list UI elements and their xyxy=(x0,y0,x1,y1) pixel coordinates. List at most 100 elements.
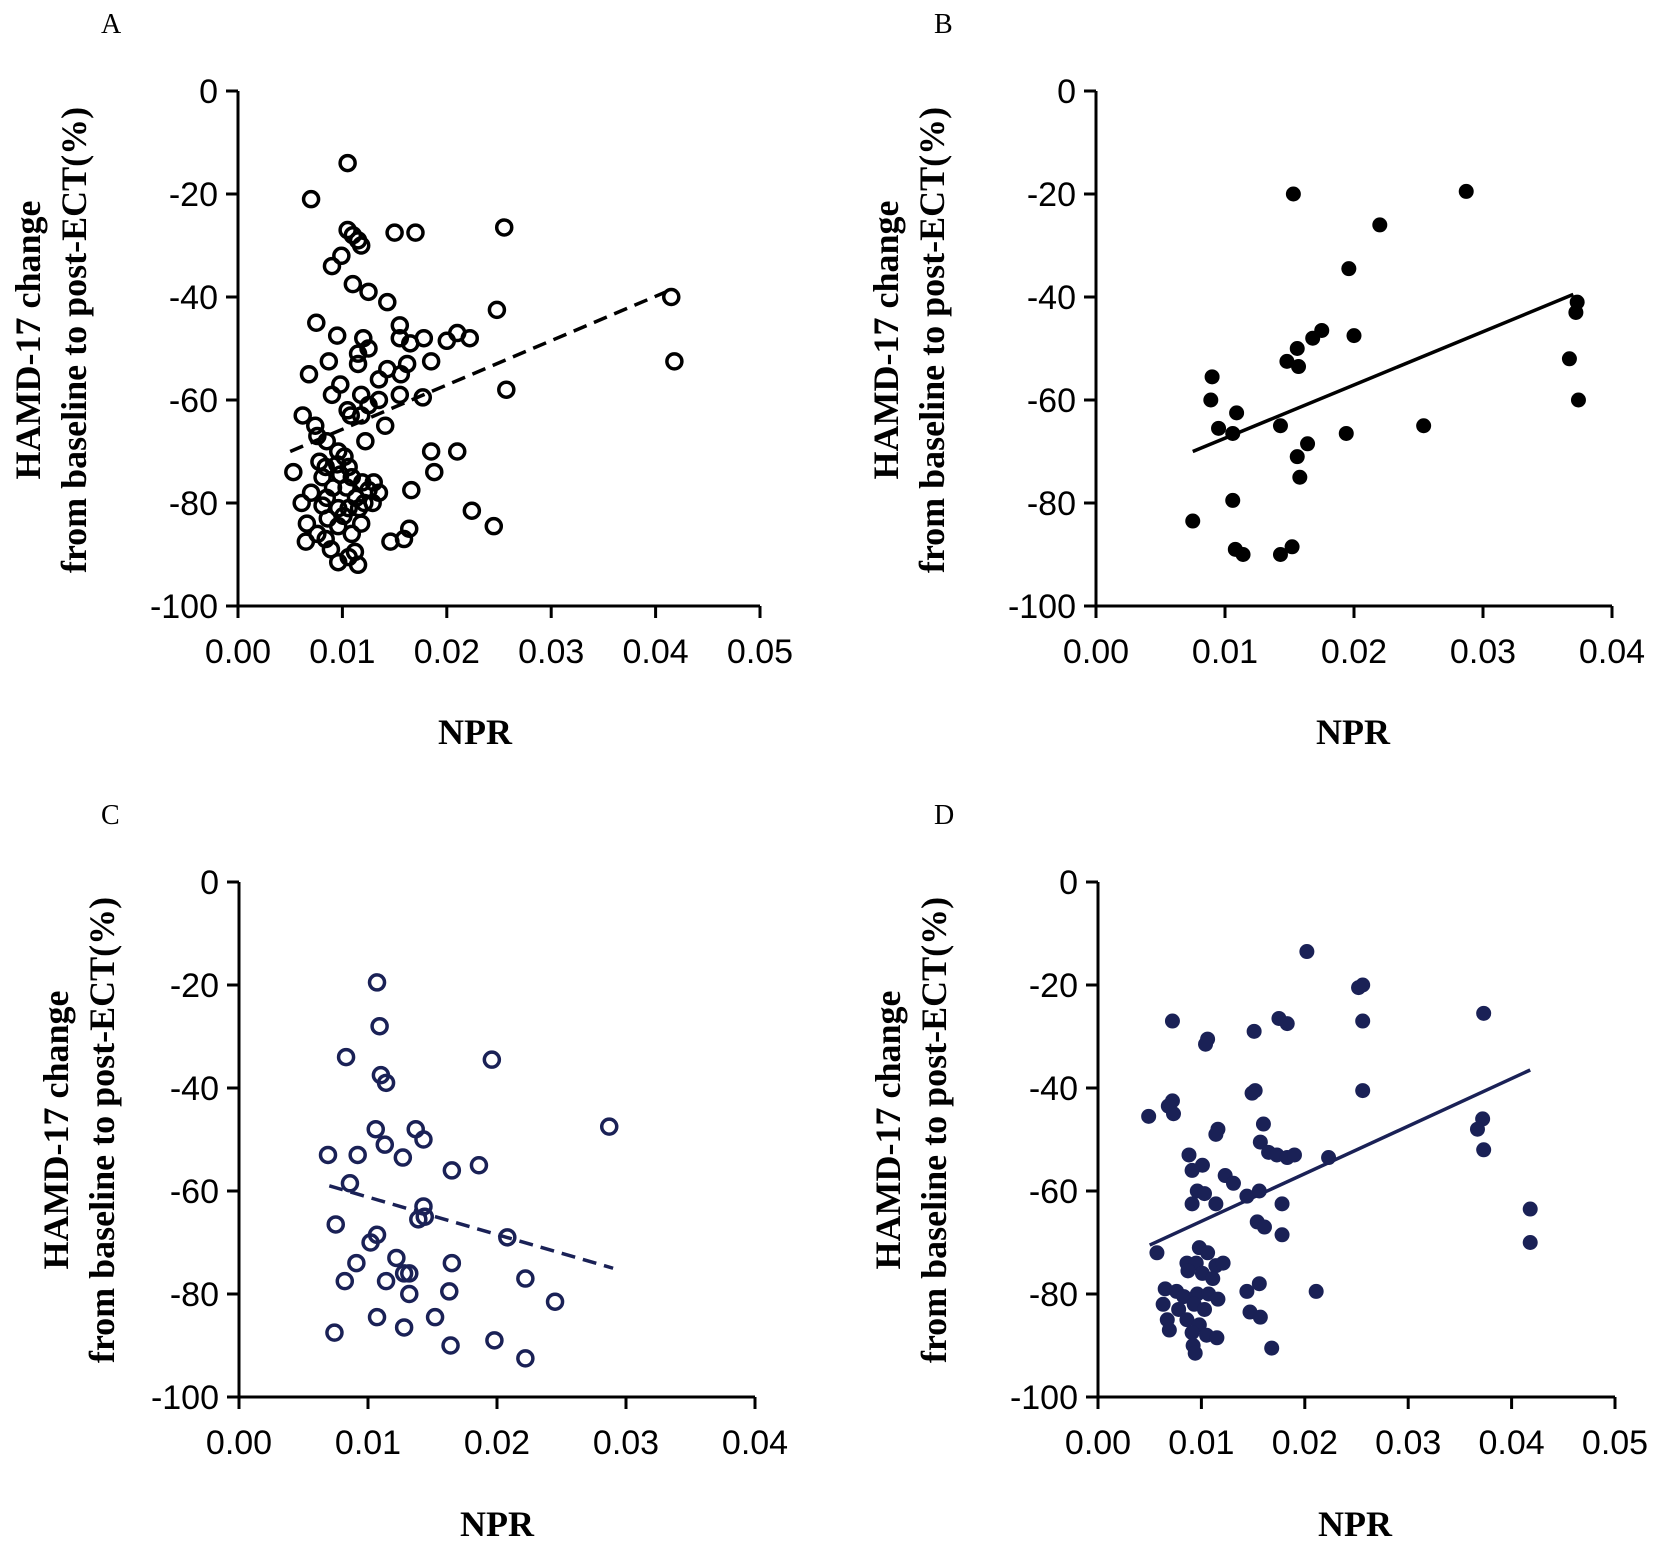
panel-c-y-tick-label: -60 xyxy=(170,1173,219,1211)
panel-c-x-tick-label: 0.01 xyxy=(335,1424,401,1462)
panel-a-y-tick-label: -80 xyxy=(169,485,218,523)
panel-d-data-point xyxy=(1215,1255,1231,1271)
panel-d-y-tick-label: 0 xyxy=(1059,864,1078,902)
panel-d-data-point xyxy=(1239,1188,1255,1204)
panel-d-data-point xyxy=(1198,1036,1214,1052)
panel-c-letter: C xyxy=(101,800,120,831)
panel-a-data-point xyxy=(390,316,410,335)
panel-d-data-point xyxy=(1476,1005,1492,1021)
panel-a-data-point xyxy=(375,416,395,435)
panel-c-data-point xyxy=(409,1210,428,1229)
panel-d-data-point xyxy=(1264,1340,1280,1356)
panel-d-data-point xyxy=(1149,1245,1165,1261)
panel-b-x-tick-label: 0.00 xyxy=(1063,633,1129,671)
panel-c-data-point xyxy=(318,1145,338,1165)
panel-d-data-point xyxy=(1244,1085,1260,1101)
panel-d-data-point xyxy=(1225,1175,1241,1191)
panel-d-data-point xyxy=(1184,1325,1200,1341)
panel-d-data-point xyxy=(1355,1013,1371,1029)
panel-b-data-point xyxy=(1229,405,1245,421)
panel-a-y-tick-label: -40 xyxy=(169,279,218,317)
panel-a-data-point xyxy=(421,442,441,461)
panel-a-data-point xyxy=(307,313,326,332)
panel-c-data-point xyxy=(325,1323,344,1342)
panel-d-data-point xyxy=(1355,1083,1371,1099)
panel-b-y-tick-label: -60 xyxy=(1027,382,1076,420)
panel-a-data-point xyxy=(414,328,434,348)
panel-d-data-point xyxy=(1208,1196,1224,1212)
panel-d-data-point xyxy=(1184,1162,1200,1178)
panel-d-data-point xyxy=(1179,1312,1195,1328)
panel-b-ylabel-line2: from baseline to post-ECT(%) xyxy=(912,107,952,573)
panel-c-data-point xyxy=(516,1269,535,1288)
panel-d-x-tick-label: 0.00 xyxy=(1065,1424,1131,1462)
panel-c-data-point xyxy=(335,1271,355,1291)
panel-c-x-tick-label: 0.04 xyxy=(722,1424,788,1462)
panel-a-data-point xyxy=(394,529,414,549)
panel-c-data-point xyxy=(367,973,387,992)
panel-a-x-tick-label: 0.04 xyxy=(623,633,689,671)
panel-c-y-tick-label: -100 xyxy=(151,1379,219,1417)
panel-c-data-point xyxy=(485,1331,504,1350)
panel-d-x-tick-label: 0.04 xyxy=(1479,1424,1545,1462)
panel-b-data-point xyxy=(1305,330,1321,346)
panel-c-data-point xyxy=(393,1148,413,1167)
panel-b-data-point xyxy=(1272,547,1288,562)
panel-a-data-point xyxy=(319,352,339,371)
panel-d-data-point xyxy=(1299,944,1315,960)
panel-a-ylabel-line1: HAMD-17 change xyxy=(8,200,48,479)
panel-c-y-tick-label: -40 xyxy=(170,1070,219,1108)
panel-a-data-point xyxy=(402,480,421,500)
panel-c-x-tick-label: 0.03 xyxy=(593,1424,659,1462)
panel-d-ylabel-line1: HAMD-17 change xyxy=(868,990,908,1269)
panel-a-data-point xyxy=(348,344,368,363)
panel-c-fit-line xyxy=(328,1184,614,1270)
panel-a-letter: A xyxy=(101,9,122,40)
panel-d-data-point xyxy=(1208,1126,1224,1142)
panel-c-data-point xyxy=(442,1253,462,1273)
panel-c-data-point xyxy=(340,1174,360,1193)
panel-a-data-point xyxy=(351,514,371,533)
panel-a-data-point xyxy=(665,352,684,371)
panel-b-data-point xyxy=(1289,449,1305,465)
panel-c-x-tick-label: 0.00 xyxy=(206,1424,272,1462)
panel-a-data-point xyxy=(301,189,321,209)
panel-c-data-point xyxy=(394,1318,414,1337)
panel-d-data-point xyxy=(1252,1134,1268,1150)
panel-c-data-point xyxy=(361,1233,380,1252)
panel-b-data-point xyxy=(1225,425,1241,441)
panel-c-ylabel-line2: from baseline to post-ECT(%) xyxy=(82,897,122,1363)
panel-b-data-point xyxy=(1225,492,1241,508)
panel-b-x-tick-label: 0.02 xyxy=(1321,633,1387,671)
panel-a-x-tick-label: 0.03 xyxy=(518,633,584,671)
panel-d-data-point xyxy=(1469,1121,1485,1137)
panel-d-y-tick-label: -100 xyxy=(1010,1379,1078,1417)
panel-d-data-point xyxy=(1197,1186,1213,1202)
panel-a-plot: 0 -20 -40 -60 -80 -100 0.00 0.01 0.02 0.03 0.04 0.0… xyxy=(150,73,793,671)
panel-c-y-tick-label: -20 xyxy=(170,967,219,1005)
panel-a-data-point xyxy=(406,223,425,242)
panel-d-data-point xyxy=(1351,980,1367,996)
panel-c-data-point xyxy=(425,1307,445,1327)
panel-d-y-tick-label: -80 xyxy=(1029,1276,1078,1314)
panel-a: A HAMD-17 change from baseline to post-E… xyxy=(8,9,793,752)
panel-c-data-point xyxy=(367,1307,387,1327)
panel-a-data-point xyxy=(356,431,375,451)
panel-a-data-point xyxy=(497,380,516,399)
panel-b-data-point xyxy=(1570,392,1586,408)
panel-a-fit-line xyxy=(289,290,667,454)
panel-b-y-tick-label: 0 xyxy=(1057,73,1076,111)
panel-b-data-point xyxy=(1292,469,1308,485)
panel-d: D HAMD-17 change from baseline to post-E… xyxy=(868,800,1648,1544)
panel-a-data-point xyxy=(308,426,327,446)
panel-d-data-point xyxy=(1251,1183,1267,1199)
panel-b-data-point xyxy=(1291,359,1307,375)
panel-a-data-point xyxy=(359,282,378,302)
panel-d-y-tick-label: -40 xyxy=(1029,1070,1078,1108)
panel-c-data-point xyxy=(400,1284,419,1304)
panel-a-data-point xyxy=(284,462,303,482)
panel-d-data-point xyxy=(1274,1196,1290,1212)
panel-a-data-point xyxy=(316,457,335,477)
panel-c-data-point xyxy=(326,1215,345,1234)
panel-a-data-point xyxy=(662,287,681,307)
